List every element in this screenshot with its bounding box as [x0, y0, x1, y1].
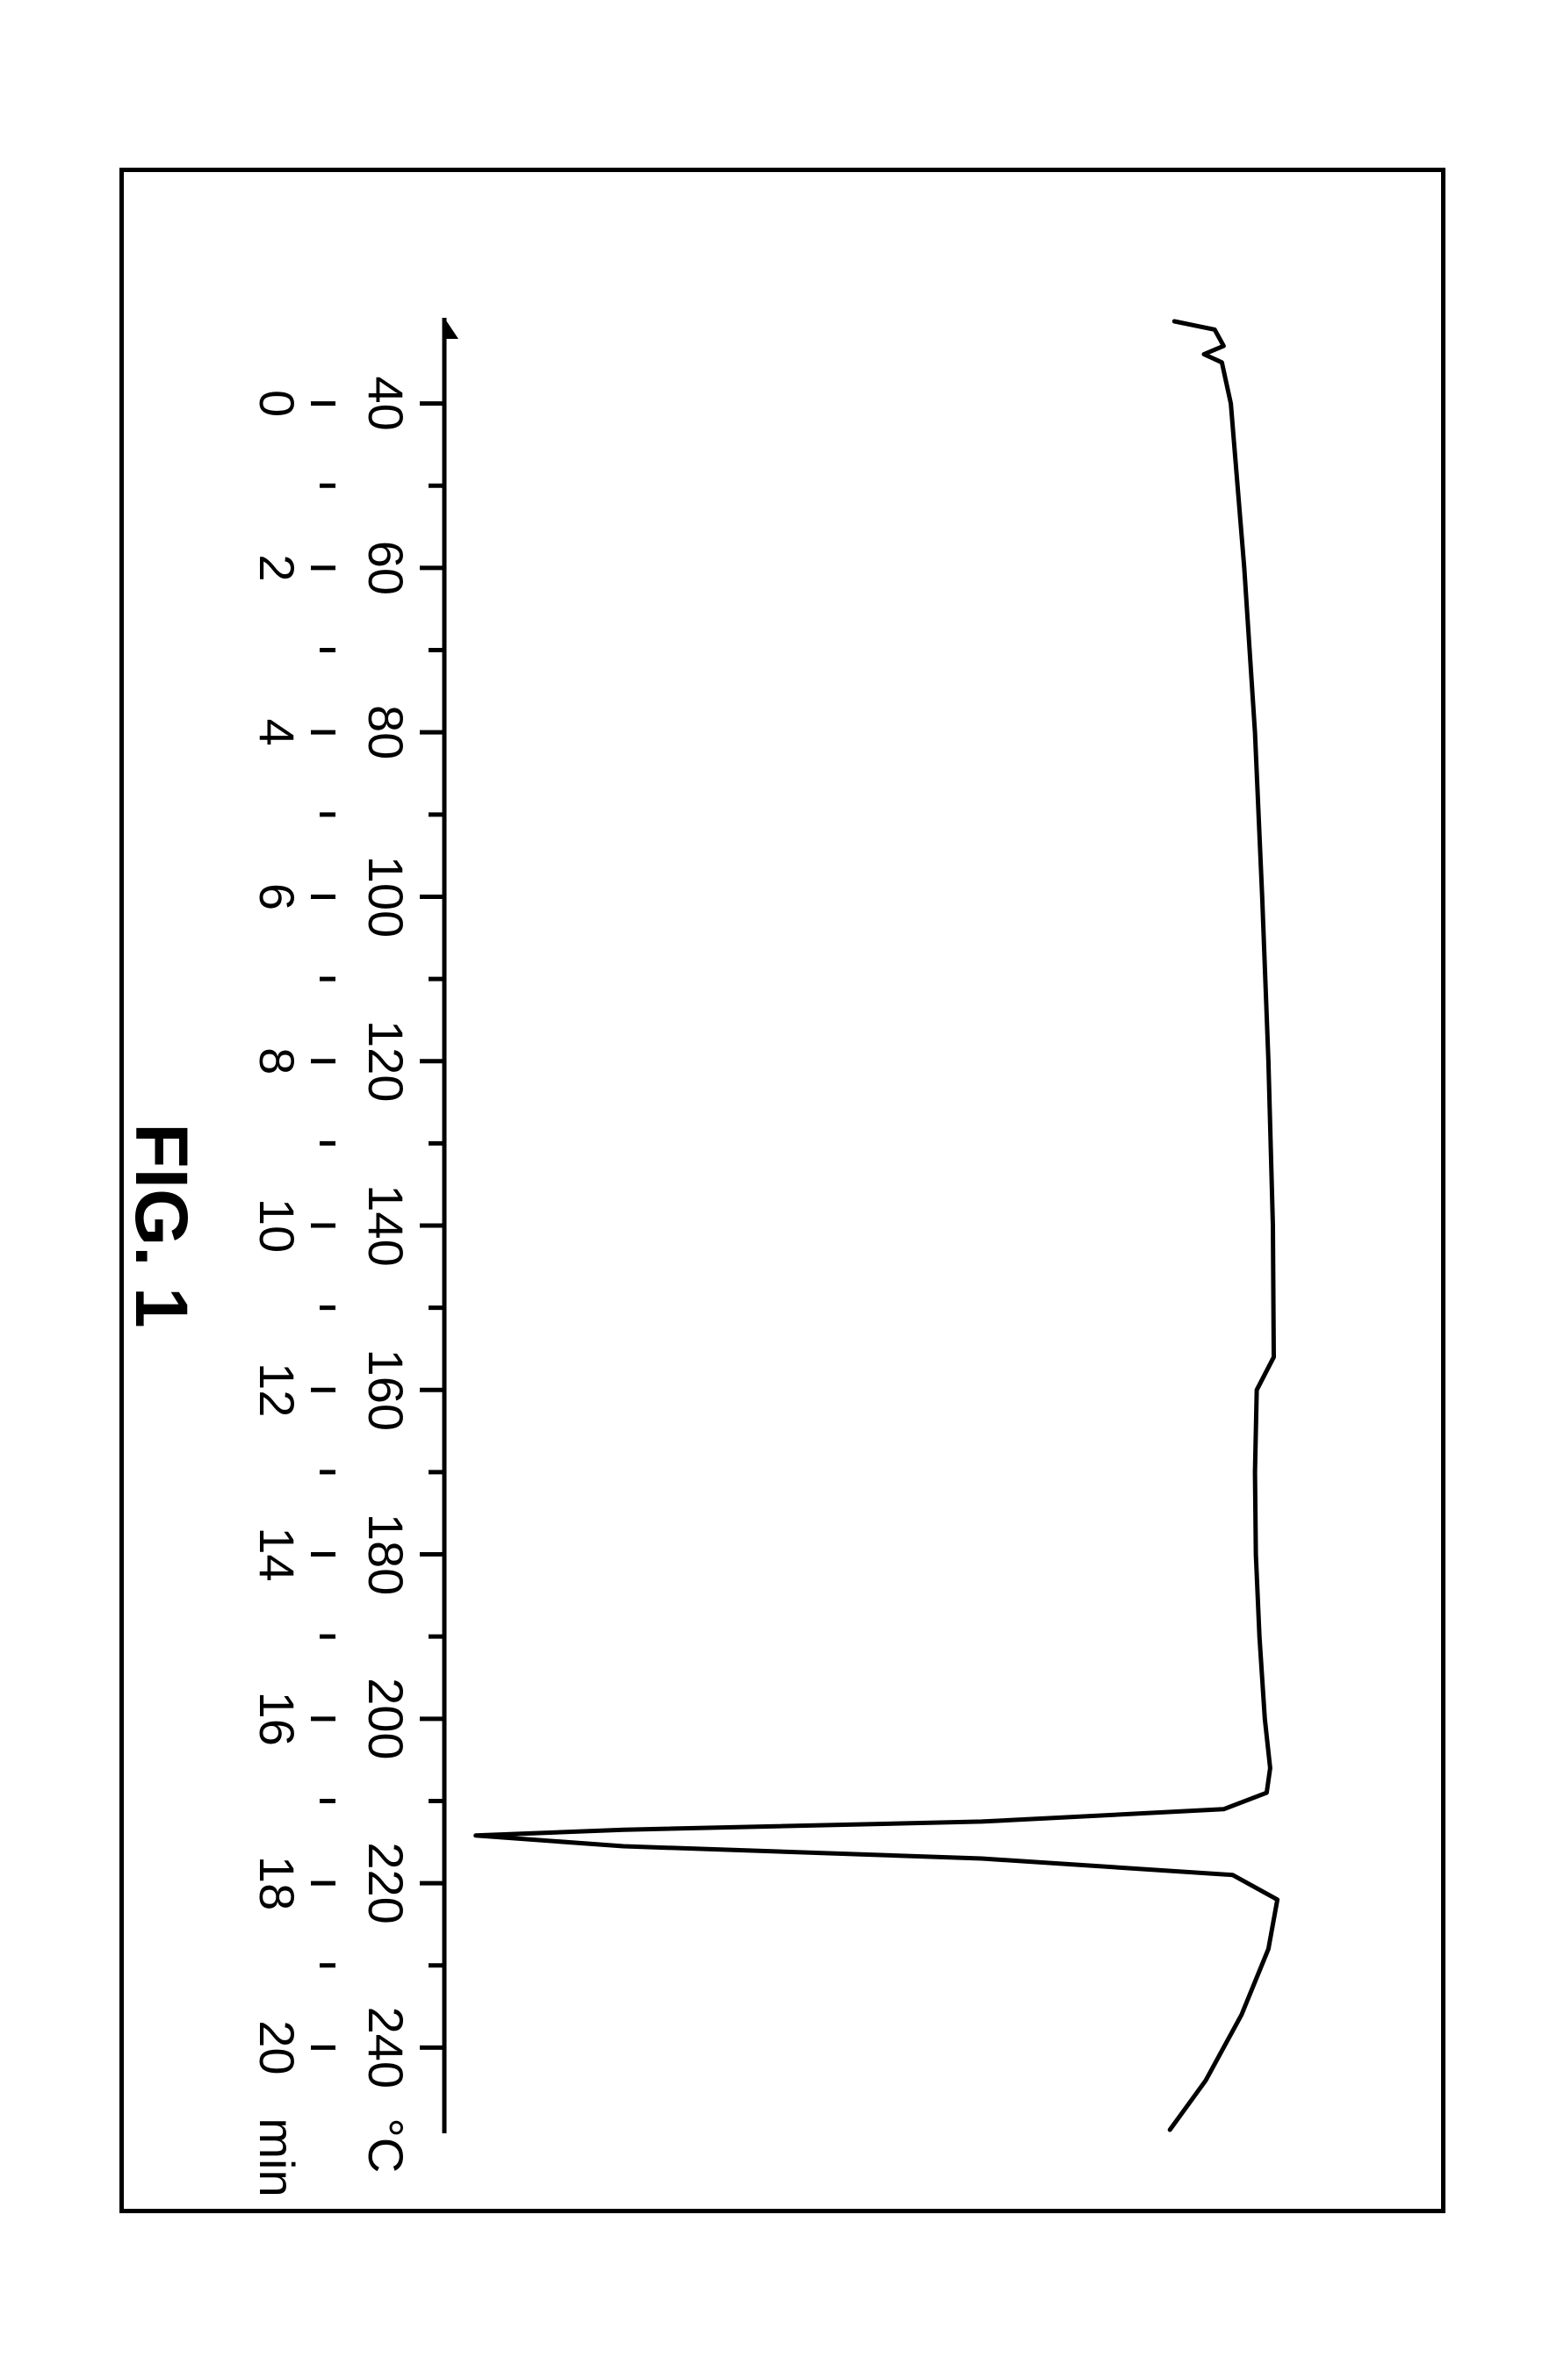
axis-tick-label: 0	[249, 390, 306, 417]
axis-unit-time: min	[249, 2118, 306, 2197]
dsc-trace	[475, 321, 1277, 2130]
axis-tick-label: 12	[249, 1363, 306, 1417]
axis-tick-label: 40	[357, 376, 414, 430]
axis-tick-label: 2	[249, 554, 306, 581]
axis-unit-temperature: °C	[357, 2118, 414, 2173]
axis-left-barb	[444, 318, 458, 339]
axis-tick-label: 8	[249, 1047, 306, 1075]
axis-tick-label: 4	[249, 718, 306, 745]
axis-tick-label: 240	[357, 2006, 414, 2088]
rotated-chart-container: FIG. 1 406080100120140160180200220240°C0…	[111, 159, 1454, 2222]
axis-tick-label: 60	[357, 540, 414, 594]
axis-tick-label: 120	[357, 1020, 414, 1102]
axis-tick-label: 140	[357, 1184, 414, 1266]
axis-tick-label: 160	[357, 1348, 414, 1430]
axis-tick-label: 180	[357, 1513, 414, 1594]
dsc-thermogram-chart	[111, 159, 1454, 2222]
axis-tick-label: 14	[249, 1527, 306, 1581]
figure-caption: FIG. 1	[119, 1123, 204, 1327]
axis-tick-label: 18	[249, 1855, 306, 1909]
page: FIG. 1 406080100120140160180200220240°C0…	[0, 0, 1564, 2380]
axis-tick-label: 10	[249, 1197, 306, 1252]
axis-tick-label: 200	[357, 1678, 414, 1759]
axis-tick-label: 80	[357, 705, 414, 759]
axis-tick-label: 16	[249, 1691, 306, 1745]
axis-tick-label: 100	[357, 855, 414, 937]
axis-tick-label: 20	[249, 2020, 306, 2074]
axis-tick-label: 6	[249, 882, 306, 910]
axis-tick-label: 220	[357, 1842, 414, 1923]
